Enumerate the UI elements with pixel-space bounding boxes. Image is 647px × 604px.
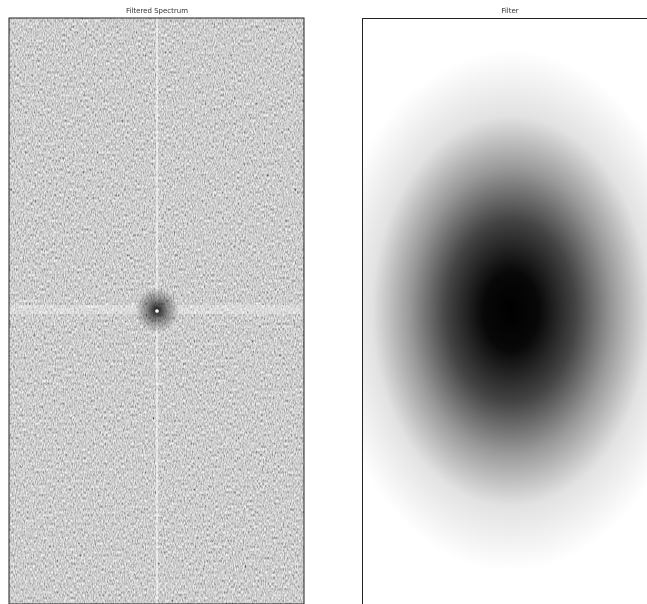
filter-image <box>326 18 647 604</box>
figure: Filtered Spectrum Filter <box>0 0 647 604</box>
panel-title: Filtered Spectrum <box>126 7 188 15</box>
panel-title: Filter <box>501 7 518 15</box>
page: Filtered Spectrum Filter (() => { const … <box>0 0 647 604</box>
spectrum-image <box>9 18 304 604</box>
spectrum-dc <box>155 309 159 313</box>
